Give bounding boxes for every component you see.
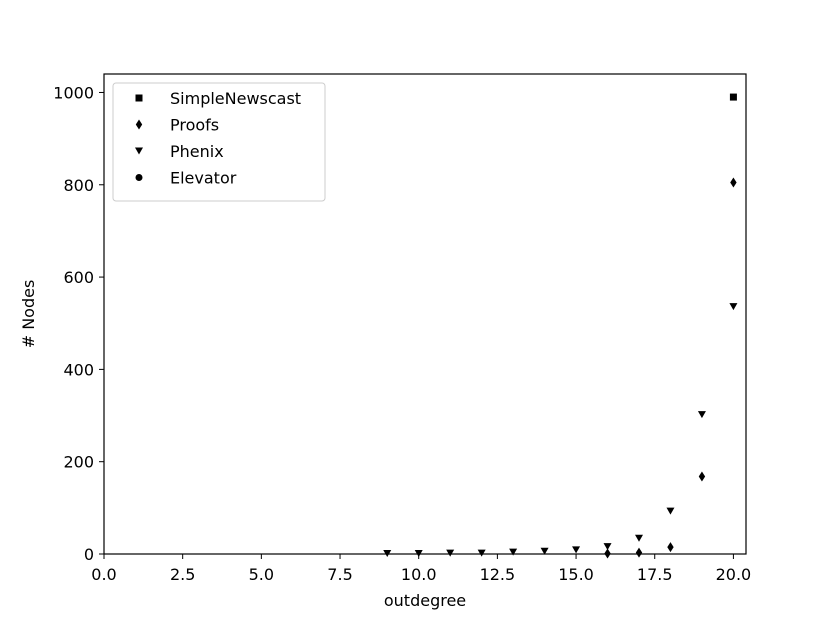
y-axis-label: # Nodes: [19, 280, 38, 349]
legend-marker: [135, 147, 143, 155]
data-point: [383, 550, 392, 558]
x-tick-label: 2.5: [170, 565, 195, 584]
y-tick-label: 400: [63, 360, 94, 379]
y-tick-label: 1000: [53, 83, 94, 102]
data-point: [729, 93, 737, 101]
data-point: [729, 303, 738, 311]
x-tick-label: 15.0: [558, 565, 594, 584]
legend-marker: [135, 174, 143, 181]
y-tick-label: 0: [84, 545, 94, 564]
y-tick-label: 800: [63, 176, 94, 195]
data-point: [635, 534, 643, 542]
legend-marker: [135, 119, 143, 130]
series-phenix: [383, 303, 738, 558]
legend-label: Elevator: [170, 169, 237, 188]
data-point: [635, 547, 643, 558]
legend-label: SimpleNewscast: [170, 89, 301, 108]
legend-label: Phenix: [170, 142, 224, 161]
data-point: [604, 548, 611, 559]
data-point: [414, 550, 423, 558]
data-point: [698, 471, 706, 482]
data-point: [572, 546, 581, 554]
x-axis-label: outdegree: [384, 591, 466, 610]
x-tick-label: 20.0: [716, 565, 752, 584]
series-simplenewscast: [729, 93, 737, 101]
legend: SimpleNewscast Proofs Phenix Elevator: [112, 82, 326, 202]
x-tick-label: 10.0: [401, 565, 437, 584]
legend-box: [112, 82, 326, 202]
data-point: [540, 547, 549, 555]
legend-label: Proofs: [170, 116, 219, 135]
series-proofs: [604, 177, 737, 559]
plot-frame: [103, 73, 747, 555]
y-tick-label: 600: [63, 268, 94, 287]
x-tick-label: 0.0: [91, 565, 116, 584]
data-point: [666, 507, 675, 515]
x-tick-label: 12.5: [480, 565, 516, 584]
y-tick-label: 200: [63, 453, 94, 472]
data-point: [603, 543, 612, 551]
data-point: [446, 549, 455, 557]
x-tick-label: 7.5: [327, 565, 352, 584]
data-point: [477, 549, 486, 557]
x-tick-label: 17.5: [637, 565, 673, 584]
x-tick-label: 5.0: [249, 565, 274, 584]
data-point: [697, 411, 706, 419]
data-point: [730, 177, 737, 188]
data-point: [667, 542, 674, 553]
legend-marker: [135, 94, 143, 102]
data-point: [509, 548, 518, 556]
